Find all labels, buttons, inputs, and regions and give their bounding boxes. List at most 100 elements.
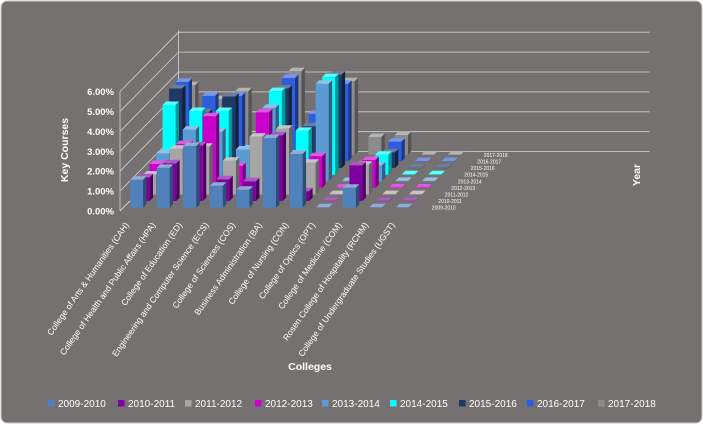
bar-side (222, 182, 227, 208)
bar-side (149, 173, 153, 202)
bar-front (183, 146, 197, 208)
legend-swatch (459, 400, 466, 407)
bar-top (408, 164, 425, 168)
bar-top (236, 186, 253, 190)
legend-label: 2010-2011 (128, 399, 176, 410)
bar-2012-2013-10 (389, 184, 406, 188)
bar-side (302, 150, 307, 208)
bar-top (169, 85, 186, 89)
bar-side (329, 203, 333, 208)
bar-side (389, 197, 393, 202)
bar-2010-2011-8 (322, 197, 340, 202)
bar-top (322, 73, 339, 78)
bar-side (395, 190, 399, 195)
bar-side (235, 157, 240, 195)
bar-side (196, 142, 200, 208)
depth-axis-title: Year (631, 164, 643, 186)
bar-side (448, 164, 452, 169)
bar-2013-2014-10 (395, 177, 412, 182)
bar-top (382, 190, 399, 195)
y-tick-label: 0.00% (87, 207, 114, 218)
bar-2009-2010-8 (316, 203, 333, 208)
year-label: 2013-2014 (458, 179, 482, 185)
y-tick-label: 3.00% (87, 147, 114, 158)
bar-top (375, 151, 392, 155)
bar-2015-2016-10 (408, 164, 425, 169)
bar-top (402, 170, 419, 175)
bar-top (316, 203, 333, 208)
bar-top (156, 149, 173, 154)
bar-2015-2016-11 (435, 164, 452, 169)
bar-side (422, 190, 426, 195)
bar-side (415, 197, 419, 202)
bar-side (381, 161, 386, 182)
bars (130, 67, 465, 208)
bar-2012-2013-11 (415, 184, 432, 188)
bar-top (409, 190, 426, 195)
bar-side (322, 152, 326, 188)
bar-top (309, 152, 326, 157)
bar-2011-2012-11 (409, 190, 426, 195)
bar-2009-2010-3 (183, 142, 200, 208)
bar-top (441, 157, 458, 162)
bar-top (202, 112, 220, 117)
bar-top (216, 175, 233, 180)
legend: 2009-2010 2010-2011 2011-2012 2012-2013 2013… (48, 399, 656, 410)
bar-top (389, 184, 406, 188)
bar-side (348, 80, 352, 162)
bar-2009-2010-1 (130, 176, 147, 208)
bar-2016-2017-10 (415, 157, 432, 162)
bar-top (163, 159, 180, 164)
bar-side (415, 170, 419, 175)
bar-2011-2012-10 (382, 190, 399, 195)
bar-top (302, 122, 319, 127)
bar-2014-2015-11 (428, 170, 445, 175)
year-label: 2014-2015 (464, 173, 488, 179)
bar-side (143, 176, 147, 208)
bar-top (175, 78, 192, 82)
bar-top (368, 133, 385, 137)
bar-top (162, 101, 179, 105)
bar-2009-2010-6 (263, 134, 280, 208)
bar-side (394, 148, 399, 169)
bar-top (215, 107, 233, 111)
legend-swatch (48, 400, 55, 407)
legend-item: 2015-2016 (459, 399, 517, 410)
bar-front (130, 179, 144, 208)
bar-side (229, 175, 233, 202)
bar-top (149, 160, 166, 164)
legend-label: 2012-2013 (265, 399, 313, 410)
bar-top (281, 74, 299, 78)
legend-label: 2016-2017 (537, 399, 585, 410)
bar-2016-2017-11 (441, 157, 458, 162)
legend-item: 2012-2013 (255, 399, 313, 410)
bar-side (428, 157, 432, 162)
bar-top (349, 161, 366, 166)
bar-top (242, 177, 260, 182)
bar-side (362, 161, 366, 202)
bar-2009-2010-10 (369, 203, 386, 208)
bar-top (235, 146, 253, 150)
bar-top (183, 142, 200, 146)
legend-swatch (118, 400, 125, 407)
bar-top (415, 184, 432, 188)
bar-2009-2010-5 (236, 186, 253, 208)
bar-side (249, 186, 253, 208)
bar-top (376, 197, 393, 201)
legend-item: 2009-2010 (48, 399, 106, 410)
y-tick-label: 6.00% (87, 87, 114, 98)
bar-top (276, 125, 293, 129)
y-tick-label: 2.00% (87, 167, 114, 178)
bar-top (249, 133, 266, 137)
bar-side (381, 133, 385, 155)
bar-side (202, 141, 207, 202)
bar-side (335, 197, 340, 202)
legend-swatch (598, 400, 605, 407)
bar-2017-2018-10 (421, 151, 438, 155)
bar-2010-2011-10 (376, 197, 393, 202)
bar-top (329, 190, 346, 195)
bar-top (342, 184, 360, 188)
legend-swatch (390, 400, 397, 407)
